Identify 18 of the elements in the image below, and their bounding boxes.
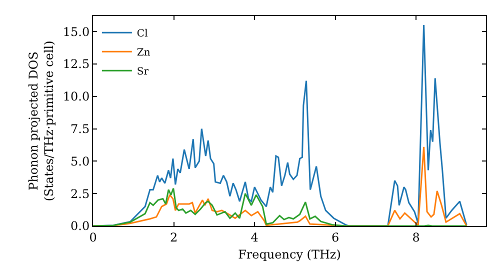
x-tick-label: 4 <box>250 230 259 244</box>
y-tick-label: 2.5 <box>70 186 90 201</box>
y-tick-label: 12.5 <box>62 57 90 72</box>
y-tick-label: 7.5 <box>70 122 90 136</box>
x-tick-label: 8 <box>412 230 420 244</box>
x-tick-label: 6 <box>332 230 340 244</box>
line-series <box>93 188 468 226</box>
y-tick-label: 10.0 <box>62 90 90 104</box>
y-tick-label: 15.0 <box>62 24 90 39</box>
y-tick-label: 5.0 <box>70 154 90 168</box>
x-tick-label: 0 <box>89 230 97 244</box>
legend-label: Sr <box>136 66 149 78</box>
x-tick-label: 2 <box>170 230 178 244</box>
legend-label: Zn <box>136 48 151 58</box>
legend-label: Cl <box>136 28 148 40</box>
y-axis-title: Phonon projected DOS (States/THz·primitive cell) <box>26 40 56 202</box>
x-axis-title: Frequency (THz) <box>238 247 341 262</box>
y-tick-label: 0.0 <box>70 219 90 234</box>
